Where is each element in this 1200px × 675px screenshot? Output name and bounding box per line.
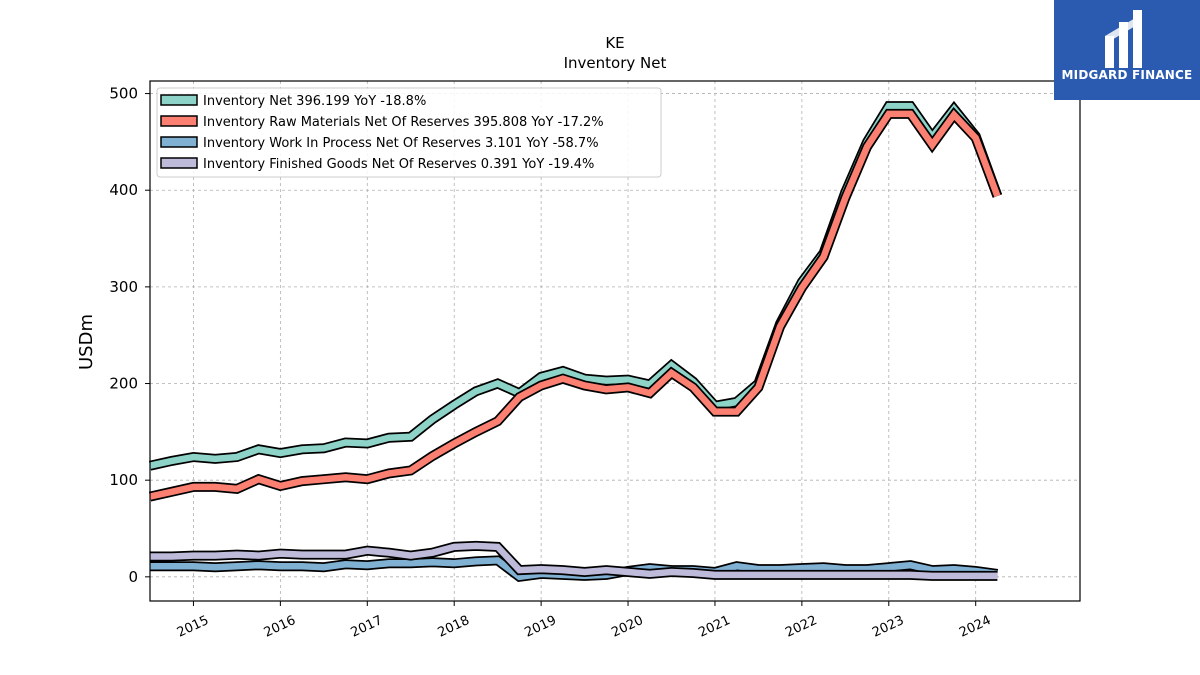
- midgard-finance-logo: MIDGARD FINANCE: [1054, 0, 1200, 100]
- legend-label: Inventory Finished Goods Net Of Reserves…: [203, 157, 594, 172]
- legend-swatch: [160, 136, 198, 148]
- chart-subtitle: Inventory Net: [564, 54, 667, 72]
- legend-swatch: [160, 157, 198, 169]
- x-tick-label: 2020: [609, 613, 645, 641]
- legend-swatch: [160, 94, 198, 106]
- y-tick-label: 500: [109, 85, 138, 103]
- x-tick-label: 2021: [696, 613, 732, 641]
- y-axis-label: USDm: [76, 314, 97, 370]
- x-tick-label: 2022: [783, 613, 819, 641]
- y-tick-label: 200: [109, 375, 138, 393]
- y-tick-label: 300: [109, 278, 138, 296]
- logo-mark-icon: [1105, 10, 1142, 68]
- y-tick-label: 100: [109, 471, 138, 489]
- plot-frame: [149, 80, 1081, 602]
- x-tick-label: 2023: [870, 613, 906, 641]
- x-tick-label: 2019: [522, 613, 558, 641]
- legend-label: Inventory Net 396.199 YoY -18.8%: [203, 94, 426, 109]
- x-tick-label: 2024: [957, 613, 993, 641]
- x-tick-label: 2016: [262, 613, 298, 641]
- series-line: [150, 542, 998, 580]
- x-tick-label: 2017: [349, 613, 385, 641]
- legend: Inventory Net 396.199 YoY -18.8% Inventor…: [156, 87, 662, 178]
- y-tick-label: 0: [128, 568, 138, 586]
- legend-swatch: [160, 115, 198, 127]
- x-tick-label: 2018: [436, 613, 472, 641]
- legend-label: Inventory Raw Materials Net Of Reserves …: [203, 115, 604, 130]
- legend-label: Inventory Work In Process Net Of Reserve…: [203, 136, 599, 151]
- x-tick-label: 2015: [175, 613, 211, 641]
- series-layer: [148, 100, 1003, 583]
- series-line: [149, 109, 1001, 500]
- logo-text: MIDGARD FINANCE: [1061, 68, 1193, 82]
- chart-title: KE: [605, 34, 624, 52]
- legend-box: [156, 87, 662, 178]
- y-tick-label: 400: [109, 181, 138, 199]
